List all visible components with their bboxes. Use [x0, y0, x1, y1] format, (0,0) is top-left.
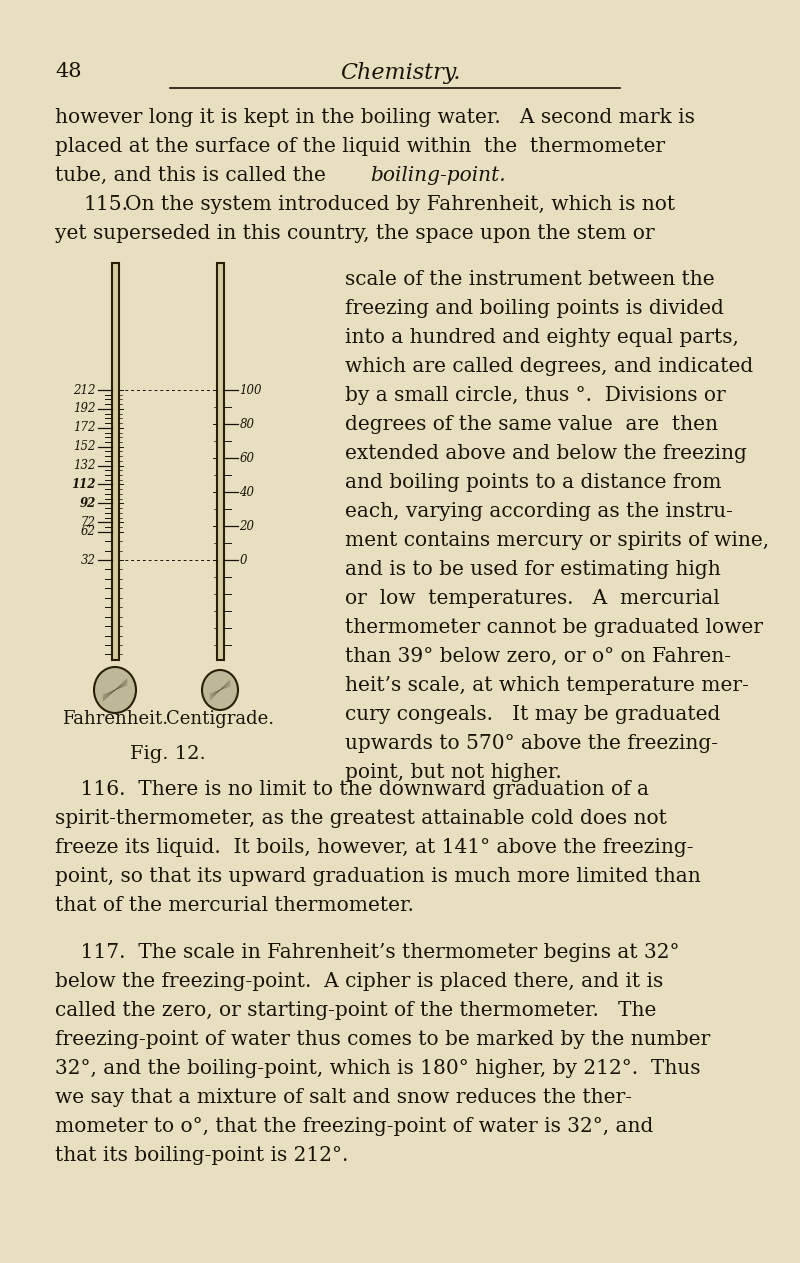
Text: freeze its liquid.  It boils, however, at 141° above the freezing-: freeze its liquid. It boils, however, at…	[55, 837, 694, 858]
Text: 132: 132	[73, 458, 95, 472]
Text: degrees of the same value  are  then: degrees of the same value are then	[345, 416, 718, 434]
Text: 72: 72	[81, 515, 95, 529]
Text: we say that a mixture of salt and snow reduces the ther-: we say that a mixture of salt and snow r…	[55, 1087, 632, 1106]
Text: each, varying according as the instru-: each, varying according as the instru-	[345, 501, 733, 522]
Text: called the zero, or starting-point of the thermometer.   The: called the zero, or starting-point of th…	[55, 1002, 656, 1021]
Text: 0: 0	[239, 553, 247, 567]
Text: scale of the instrument between the: scale of the instrument between the	[345, 270, 714, 289]
Text: heit’s scale, at which temperature mer-: heit’s scale, at which temperature mer-	[345, 676, 749, 695]
Bar	[217, 263, 223, 661]
Text: 100: 100	[239, 384, 262, 397]
Text: tube, and this is called the: tube, and this is called the	[55, 165, 332, 184]
Text: below the freezing-point.  A cipher is placed there, and it is: below the freezing-point. A cipher is pl…	[55, 973, 663, 991]
Text: 62: 62	[81, 525, 95, 538]
Text: spirit-thermometer, as the greatest attainable cold does not: spirit-thermometer, as the greatest atta…	[55, 810, 667, 829]
Text: and is to be used for estimating high: and is to be used for estimating high	[345, 560, 721, 578]
Text: 32: 32	[81, 553, 95, 567]
Text: extended above and below the freezing: extended above and below the freezing	[345, 445, 747, 464]
Text: Fig. 12.: Fig. 12.	[130, 745, 206, 763]
Text: cury congeals.   It may be graduated: cury congeals. It may be graduated	[345, 705, 720, 724]
Text: 40: 40	[239, 485, 254, 499]
Ellipse shape	[94, 667, 136, 714]
Text: 152: 152	[73, 441, 95, 453]
Text: freezing-point of water thus comes to be marked by the number: freezing-point of water thus comes to be…	[55, 1031, 710, 1050]
Text: 92: 92	[79, 496, 95, 510]
Text: boiling-point.: boiling-point.	[370, 165, 506, 184]
Bar	[111, 263, 118, 661]
Text: Chemistry.: Chemistry.	[340, 62, 460, 85]
Text: 112: 112	[71, 477, 95, 491]
Text: point, so that its upward graduation is much more limited than: point, so that its upward graduation is …	[55, 866, 701, 887]
Text: ment contains mercury or spirits of wine,: ment contains mercury or spirits of wine…	[345, 530, 769, 549]
Text: point, but not higher.: point, but not higher.	[345, 763, 562, 782]
Text: into a hundred and eighty equal parts,: into a hundred and eighty equal parts,	[345, 328, 739, 347]
Text: 192: 192	[73, 403, 95, 416]
Text: Fahrenheit.: Fahrenheit.	[62, 710, 168, 727]
Text: or  low  temperatures.   A  mercurial: or low temperatures. A mercurial	[345, 589, 720, 608]
Text: thermometer cannot be graduated lower: thermometer cannot be graduated lower	[345, 618, 763, 637]
Text: 115.: 115.	[83, 195, 128, 213]
Text: mometer to o°, that the freezing-point of water is 32°, and: mometer to o°, that the freezing-point o…	[55, 1116, 654, 1135]
Text: that of the mercurial thermometer.: that of the mercurial thermometer.	[55, 895, 414, 914]
Text: 20: 20	[239, 519, 254, 533]
Text: and boiling points to a distance from: and boiling points to a distance from	[345, 474, 722, 493]
Text: Centigrade.: Centigrade.	[166, 710, 274, 727]
Text: 117.  The scale in Fahrenheit’s thermometer begins at 32°: 117. The scale in Fahrenheit’s thermomet…	[55, 943, 679, 962]
Text: 212: 212	[73, 384, 95, 397]
Text: however long it is kept in the boiling water.   A second mark is: however long it is kept in the boiling w…	[55, 109, 695, 128]
Text: 172: 172	[73, 422, 95, 434]
Text: yet superseded in this country, the space upon the stem or: yet superseded in this country, the spac…	[55, 224, 654, 242]
Text: that its boiling-point is 212°.: that its boiling-point is 212°.	[55, 1146, 348, 1164]
Text: than 39° below zero, or o° on Fahren-: than 39° below zero, or o° on Fahren-	[345, 647, 731, 666]
Text: 116.  There is no limit to the downward graduation of a: 116. There is no limit to the downward g…	[55, 781, 649, 799]
Text: by a small circle, thus °.  Divisions or: by a small circle, thus °. Divisions or	[345, 386, 726, 405]
Ellipse shape	[202, 669, 238, 710]
Text: which are called degrees, and indicated: which are called degrees, and indicated	[345, 357, 754, 376]
Text: 32°, and the boiling-point, which is 180° higher, by 212°.  Thus: 32°, and the boiling-point, which is 180…	[55, 1058, 701, 1079]
Text: On the system introduced by Fahrenheit, which is not: On the system introduced by Fahrenheit, …	[125, 195, 675, 213]
Text: freezing and boiling points is divided: freezing and boiling points is divided	[345, 299, 724, 318]
Text: 60: 60	[239, 451, 254, 465]
Text: upwards to 570° above the freezing-: upwards to 570° above the freezing-	[345, 734, 718, 753]
Text: placed at the surface of the liquid within  the  thermometer: placed at the surface of the liquid with…	[55, 136, 665, 157]
Text: 48: 48	[55, 62, 82, 81]
Text: 80: 80	[239, 418, 254, 431]
